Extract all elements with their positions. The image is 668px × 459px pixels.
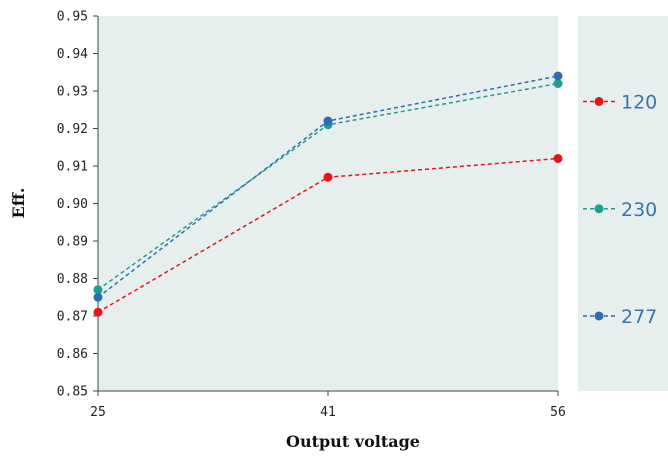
legend-label: 277	[621, 306, 657, 328]
x-tick-label: 25	[90, 405, 106, 420]
y-tick-label: 0.92	[57, 122, 88, 137]
y-tick-label: 0.89	[57, 235, 88, 250]
legend-item-277: 277	[583, 306, 657, 328]
data-point-230	[93, 285, 103, 295]
legend-panel	[578, 16, 668, 391]
legend-label: 120	[621, 92, 657, 114]
data-point-277	[553, 71, 563, 81]
y-tick-label: 0.90	[57, 197, 88, 212]
y-tick-label: 0.93	[57, 85, 88, 100]
data-point-230	[553, 79, 563, 88]
x-axis-title: Output voltage	[286, 432, 420, 451]
y-axis-ticks: 0.85 0.86 0.87 0.88 0.89 0.90 0.91 0.92 0.93 0.94…	[57, 10, 98, 400]
legend-item-120: 120	[583, 92, 657, 114]
x-tick-label: 56	[550, 405, 566, 420]
data-point-277	[323, 116, 333, 126]
data-point-120	[553, 154, 563, 163]
legend-swatch-marker	[594, 204, 604, 214]
y-tick-label: 0.88	[57, 272, 88, 287]
plot-area	[98, 16, 558, 391]
series-layer	[93, 71, 563, 317]
legend-label: 230	[621, 199, 657, 221]
legend-swatch-marker	[594, 97, 604, 106]
data-point-120	[93, 307, 103, 317]
legend: 120 230 277	[583, 92, 657, 328]
data-point-277	[93, 292, 103, 302]
data-point-120	[323, 172, 333, 182]
y-tick-label: 0.87	[57, 310, 88, 325]
x-axis-ticks: 25 41 56	[90, 391, 566, 420]
legend-item-230: 230	[583, 199, 657, 221]
y-tick-label: 0.91	[57, 160, 88, 175]
y-tick-label: 0.94	[57, 47, 88, 62]
legend-swatch-marker	[594, 311, 604, 321]
y-tick-label: 0.86	[57, 347, 88, 362]
y-axis-title: Eff.	[9, 188, 28, 219]
x-tick-label: 41	[320, 405, 336, 420]
y-tick-label: 0.95	[57, 10, 88, 25]
y-tick-label: 0.85	[57, 385, 88, 400]
